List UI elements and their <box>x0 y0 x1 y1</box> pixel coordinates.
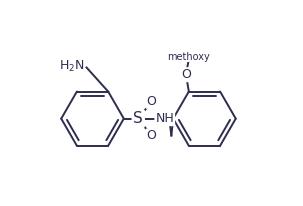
Text: O: O <box>147 130 156 143</box>
Text: methoxy: methoxy <box>168 52 210 62</box>
Text: O: O <box>181 68 191 81</box>
Text: NH: NH <box>155 112 174 125</box>
Text: O: O <box>147 95 156 108</box>
Text: S: S <box>133 111 143 126</box>
Text: H$_2$N: H$_2$N <box>58 59 84 74</box>
